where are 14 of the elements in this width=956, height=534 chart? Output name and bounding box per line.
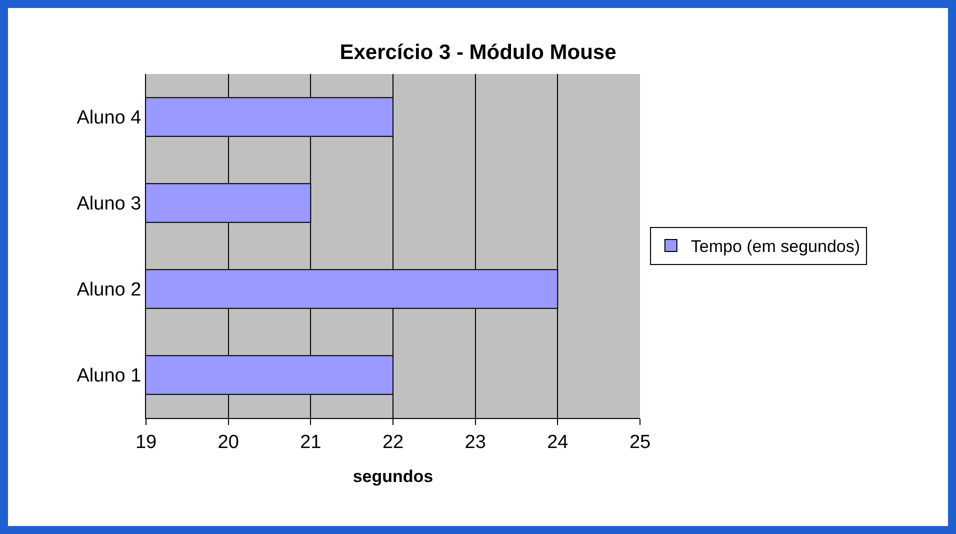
legend-label: Tempo (em segundos) [690, 237, 860, 256]
x-tick-label: 24 [547, 432, 569, 453]
x-tick-label: 19 [135, 432, 157, 453]
chart-title: Exercício 3 - Módulo Mouse [340, 40, 616, 64]
y-tick-label: Aluno 2 [76, 280, 142, 301]
x-tick-label: 20 [218, 432, 239, 453]
x-tick-label: 21 [300, 432, 322, 453]
y-tick-label: Aluno 4 [76, 108, 142, 129]
x-axis-title: segundos [352, 467, 434, 486]
x-tick-label: 22 [382, 432, 404, 453]
x-tick-label: 25 [629, 432, 651, 453]
x-tick-label: 23 [464, 432, 486, 453]
y-tick-label: Aluno 3 [76, 194, 142, 215]
y-tick-label: Aluno 1 [76, 366, 142, 387]
